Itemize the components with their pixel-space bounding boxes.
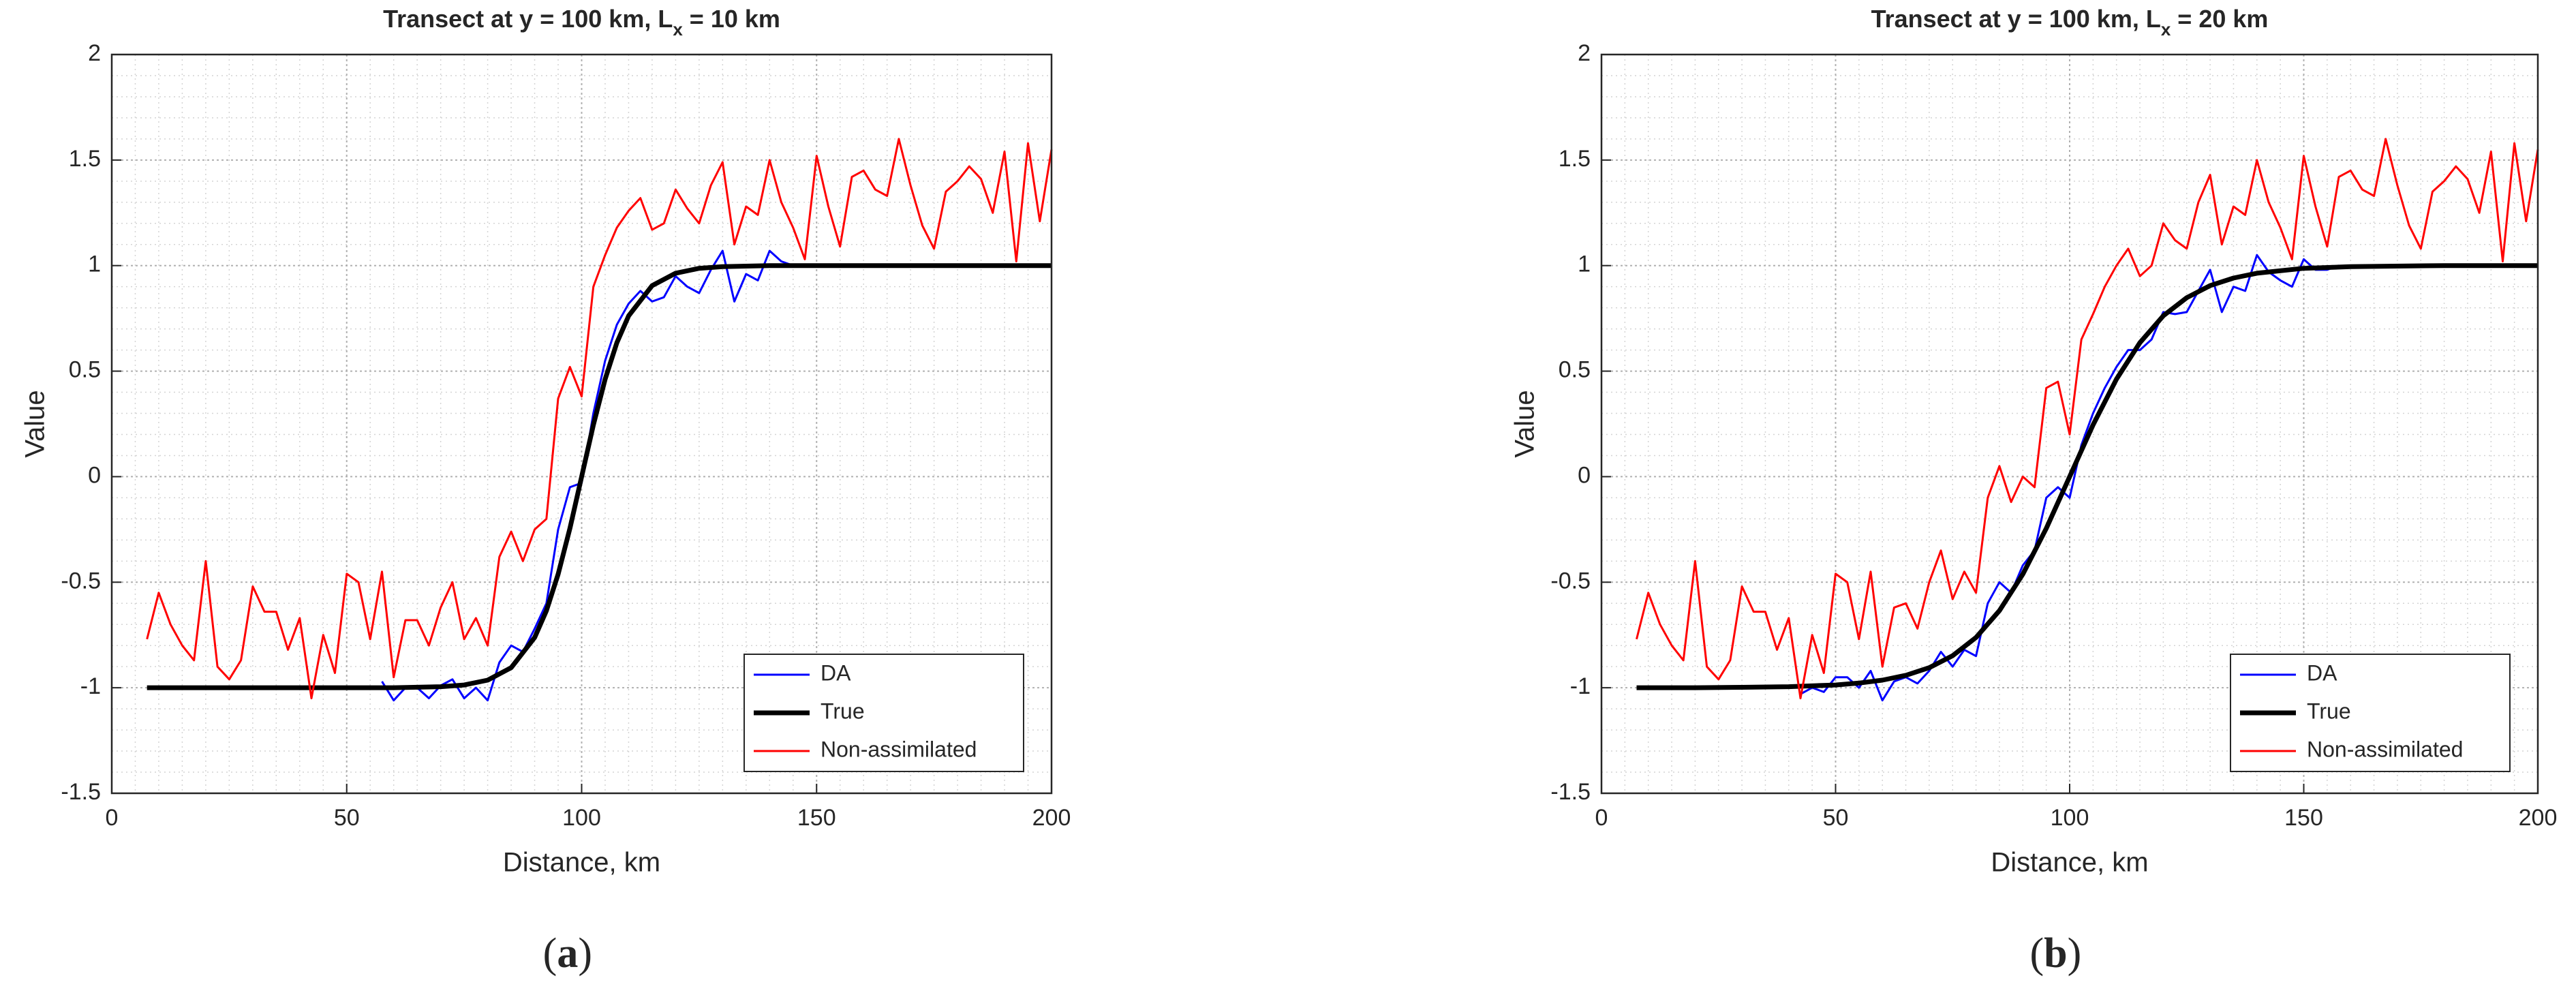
legend-label: DA <box>821 660 851 685</box>
y-tick-label: 0 <box>88 462 101 488</box>
title-suffix: = 10 km <box>683 5 780 33</box>
caption-label: a <box>557 930 578 977</box>
chart-panel: 0 50 100 150 200 -1.5 -1 -0.5 0 0.5 1 1.5 2 Transect … <box>1510 5 2558 977</box>
legend: DA True Non-assimilated <box>743 654 1024 772</box>
series-line <box>1800 254 2340 702</box>
series-line <box>1636 138 2539 700</box>
caption-open: ( <box>2029 930 2044 977</box>
x-axis-label: Distance, km <box>1991 848 2148 878</box>
y-tick-label: 1.5 <box>1559 146 1591 172</box>
caption-close: ) <box>578 930 592 977</box>
plot-frame <box>1600 53 2539 795</box>
y-tick-label: 2 <box>88 40 101 66</box>
caption-label: b <box>2044 930 2067 977</box>
plot-frame <box>110 53 1053 795</box>
x-axis-label: Distance, km <box>503 848 660 878</box>
title-text: Transect at y = 100 km, L <box>1871 5 2161 33</box>
series-line <box>147 263 1052 690</box>
y-tick-label: -1.5 <box>1550 779 1591 805</box>
title-suffix: = 20 km <box>2171 5 2268 33</box>
title-subscript: x <box>2161 19 2171 40</box>
x-tick-label: 50 <box>1823 805 1849 831</box>
x-tick-label: 150 <box>797 805 836 831</box>
x-tick-label: 200 <box>2519 805 2558 831</box>
caption-open: ( <box>543 930 557 977</box>
y-tick-label: 0.5 <box>69 357 101 383</box>
chart-title: Transect at y = 100 km, Lx = 10 km <box>383 5 780 40</box>
panel-caption: (a) <box>543 930 592 977</box>
legend-label: True <box>821 699 865 723</box>
chart-panel: 0 50 100 150 200 -1.5 -1 -0.5 0 0.5 1 1.5 2 Transect … <box>20 5 1071 977</box>
series-line <box>1636 263 2538 690</box>
legend-label: Non-assimilated <box>821 737 977 761</box>
x-tick-label: 0 <box>106 805 119 831</box>
x-tick-label: 150 <box>2284 805 2323 831</box>
caption-close: ) <box>2068 930 2082 977</box>
x-tick-label: 50 <box>334 805 360 831</box>
y-tick-label: -0.5 <box>1550 568 1591 594</box>
legend-label: True <box>2307 699 2351 723</box>
x-tick-label: 100 <box>2051 805 2089 831</box>
x-tick-label: 0 <box>1595 805 1608 831</box>
legend-label: Non-assimilated <box>2307 737 2463 761</box>
y-axis-label: Value <box>1510 390 1540 457</box>
y-tick-label: -1 <box>80 673 101 699</box>
y-axis-label: Value <box>20 390 50 457</box>
y-tick-label: 0 <box>1578 462 1591 488</box>
x-tick-label: 200 <box>1032 805 1071 831</box>
y-tick-label: 2 <box>1578 40 1591 66</box>
legend: DA True Non-assimilated <box>2230 654 2511 772</box>
y-tick-label: -1.5 <box>61 779 101 805</box>
y-tick-label: 1 <box>88 251 101 277</box>
y-tick-label: 1 <box>1578 251 1591 277</box>
y-tick-label: -0.5 <box>61 568 101 594</box>
y-tick-label: -1 <box>1570 673 1591 699</box>
y-tick-label: 0.5 <box>1559 357 1591 383</box>
chart-title: Transect at y = 100 km, Lx = 20 km <box>1871 5 2269 40</box>
title-subscript: x <box>673 19 683 40</box>
panel-caption: (b) <box>2029 930 2081 977</box>
title-text: Transect at y = 100 km, L <box>383 5 673 33</box>
legend-label: DA <box>2307 660 2337 685</box>
x-tick-label: 100 <box>562 805 601 831</box>
y-tick-label: 1.5 <box>69 146 101 172</box>
series-line <box>146 138 1053 700</box>
